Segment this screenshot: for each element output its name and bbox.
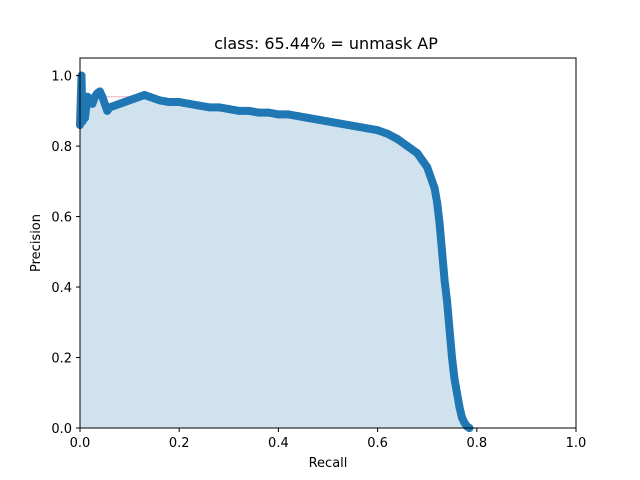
pr-point [185, 99, 194, 108]
x-tick-label: 0.0 [70, 436, 91, 451]
y-tick-label: 0.0 [51, 422, 72, 437]
pr-point [80, 113, 89, 122]
y-axis: 0.0 0.2 0.4 0.6 0.8 1.0 [51, 70, 80, 437]
y-tick-label: 1.0 [51, 70, 72, 85]
x-tick-label: 1.0 [566, 436, 587, 451]
pr-point [435, 219, 444, 228]
pr-point [430, 184, 439, 193]
pr-point [452, 388, 461, 397]
pr-point [244, 106, 253, 115]
pr-point [98, 92, 107, 101]
pr-point [294, 112, 303, 121]
pr-point [204, 103, 213, 112]
pr-point [79, 106, 88, 115]
pr-point [78, 99, 87, 108]
pr-point [450, 374, 459, 383]
pr-point [423, 163, 432, 172]
pr-point [353, 122, 362, 131]
pr-point [254, 108, 263, 117]
pr-point [363, 124, 372, 133]
pr-point [445, 325, 454, 334]
pr-point [324, 117, 332, 126]
x-tick-label: 0.6 [367, 436, 388, 451]
pr-point [333, 119, 342, 128]
y-tick-label: 0.6 [51, 211, 72, 226]
pr-point [443, 297, 452, 306]
pr-point [438, 247, 447, 256]
pr-point [314, 115, 323, 124]
pr-point [433, 198, 442, 207]
pr-point [440, 276, 449, 284]
pr-point [373, 126, 382, 135]
y-tick-label: 0.4 [51, 281, 72, 296]
x-tick-label: 0.2 [169, 436, 190, 451]
pr-point [304, 113, 313, 122]
pr-point [195, 101, 204, 110]
pr-point [175, 98, 184, 107]
pr-point [88, 99, 97, 108]
pr-point [383, 129, 392, 138]
plot-frame [79, 57, 577, 429]
x-tick-label: 0.8 [466, 436, 487, 451]
x-tick-label: 0.4 [268, 436, 289, 451]
pr-point [155, 96, 164, 105]
pr-point [234, 106, 243, 115]
pr-point [413, 149, 422, 158]
pr-point [77, 71, 86, 80]
pr-point [448, 353, 456, 362]
pr-point [165, 98, 174, 107]
pr-area-fill [80, 75, 470, 428]
pr-point [343, 120, 352, 129]
pr-point [264, 108, 273, 117]
y-tick-label: 0.8 [51, 140, 72, 155]
y-axis-title: Precision [29, 214, 44, 272]
pr-point [393, 135, 402, 144]
pr-point [214, 103, 223, 112]
pr-point [418, 156, 427, 165]
pr-point [428, 177, 437, 186]
pr-point [274, 110, 283, 119]
y-tick-label: 0.2 [51, 352, 72, 367]
x-axis-title: Recall [309, 456, 348, 471]
plot-area [76, 71, 474, 432]
pr-point [224, 105, 233, 114]
chart-title: class: 65.44% = unmask AP [214, 34, 438, 53]
pr-point [403, 142, 412, 151]
pr-point [284, 110, 293, 119]
x-axis: 0.0 0.2 0.4 0.6 0.8 1.0 [70, 428, 587, 451]
pr-point [455, 402, 464, 411]
